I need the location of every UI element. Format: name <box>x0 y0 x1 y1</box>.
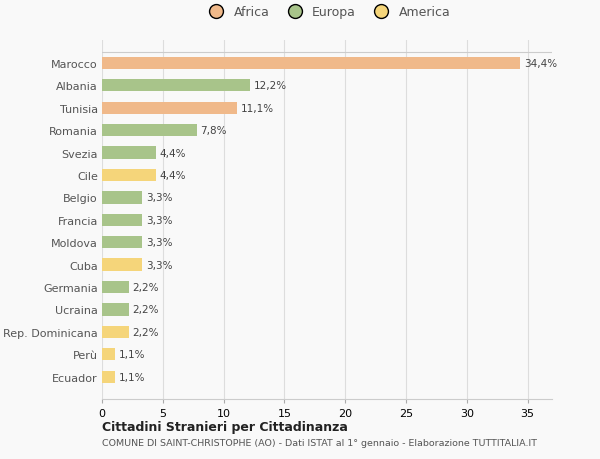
Bar <box>102 371 115 383</box>
Text: 3,3%: 3,3% <box>146 193 172 203</box>
Bar <box>102 125 197 137</box>
Text: 4,4%: 4,4% <box>159 171 185 180</box>
Text: 7,8%: 7,8% <box>200 126 227 136</box>
Text: 1,1%: 1,1% <box>119 350 146 359</box>
Text: 2,2%: 2,2% <box>133 282 159 292</box>
Text: 2,2%: 2,2% <box>133 305 159 315</box>
Text: 4,4%: 4,4% <box>159 148 185 158</box>
Bar <box>102 57 520 70</box>
Bar <box>102 304 129 316</box>
Bar <box>102 192 142 204</box>
Text: 12,2%: 12,2% <box>254 81 287 91</box>
Bar <box>102 214 142 226</box>
Bar <box>102 259 142 271</box>
Text: 3,3%: 3,3% <box>146 215 172 225</box>
Text: 3,3%: 3,3% <box>146 238 172 248</box>
Text: Cittadini Stranieri per Cittadinanza: Cittadini Stranieri per Cittadinanza <box>102 420 348 433</box>
Bar <box>102 80 250 92</box>
Bar <box>102 169 155 182</box>
Legend: Africa, Europa, America: Africa, Europa, America <box>199 1 455 24</box>
Text: 3,3%: 3,3% <box>146 260 172 270</box>
Text: 11,1%: 11,1% <box>241 103 274 113</box>
Text: 34,4%: 34,4% <box>524 59 557 69</box>
Text: COMUNE DI SAINT-CHRISTOPHE (AO) - Dati ISTAT al 1° gennaio - Elaborazione TUTTIT: COMUNE DI SAINT-CHRISTOPHE (AO) - Dati I… <box>102 438 537 448</box>
Text: 1,1%: 1,1% <box>119 372 146 382</box>
Bar <box>102 348 115 361</box>
Bar <box>102 236 142 249</box>
Bar <box>102 102 237 115</box>
Text: 2,2%: 2,2% <box>133 327 159 337</box>
Bar <box>102 281 129 294</box>
Bar <box>102 326 129 338</box>
Bar <box>102 147 155 159</box>
